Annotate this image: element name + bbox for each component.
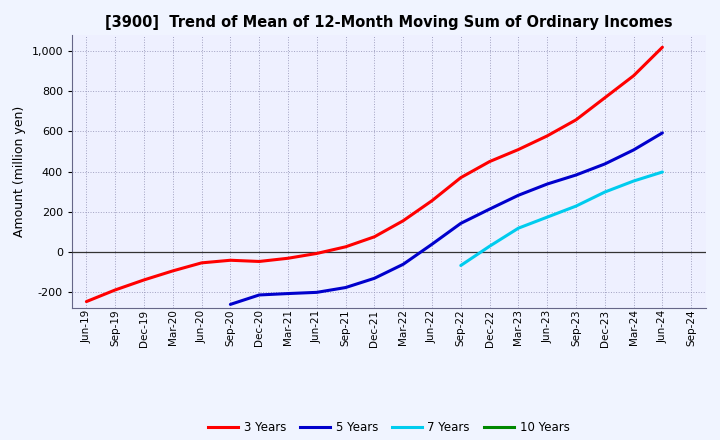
- Legend: 3 Years, 5 Years, 7 Years, 10 Years: 3 Years, 5 Years, 7 Years, 10 Years: [204, 416, 574, 439]
- Y-axis label: Amount (million yen): Amount (million yen): [13, 106, 26, 237]
- Title: [3900]  Trend of Mean of 12-Month Moving Sum of Ordinary Incomes: [3900] Trend of Mean of 12-Month Moving …: [105, 15, 672, 30]
